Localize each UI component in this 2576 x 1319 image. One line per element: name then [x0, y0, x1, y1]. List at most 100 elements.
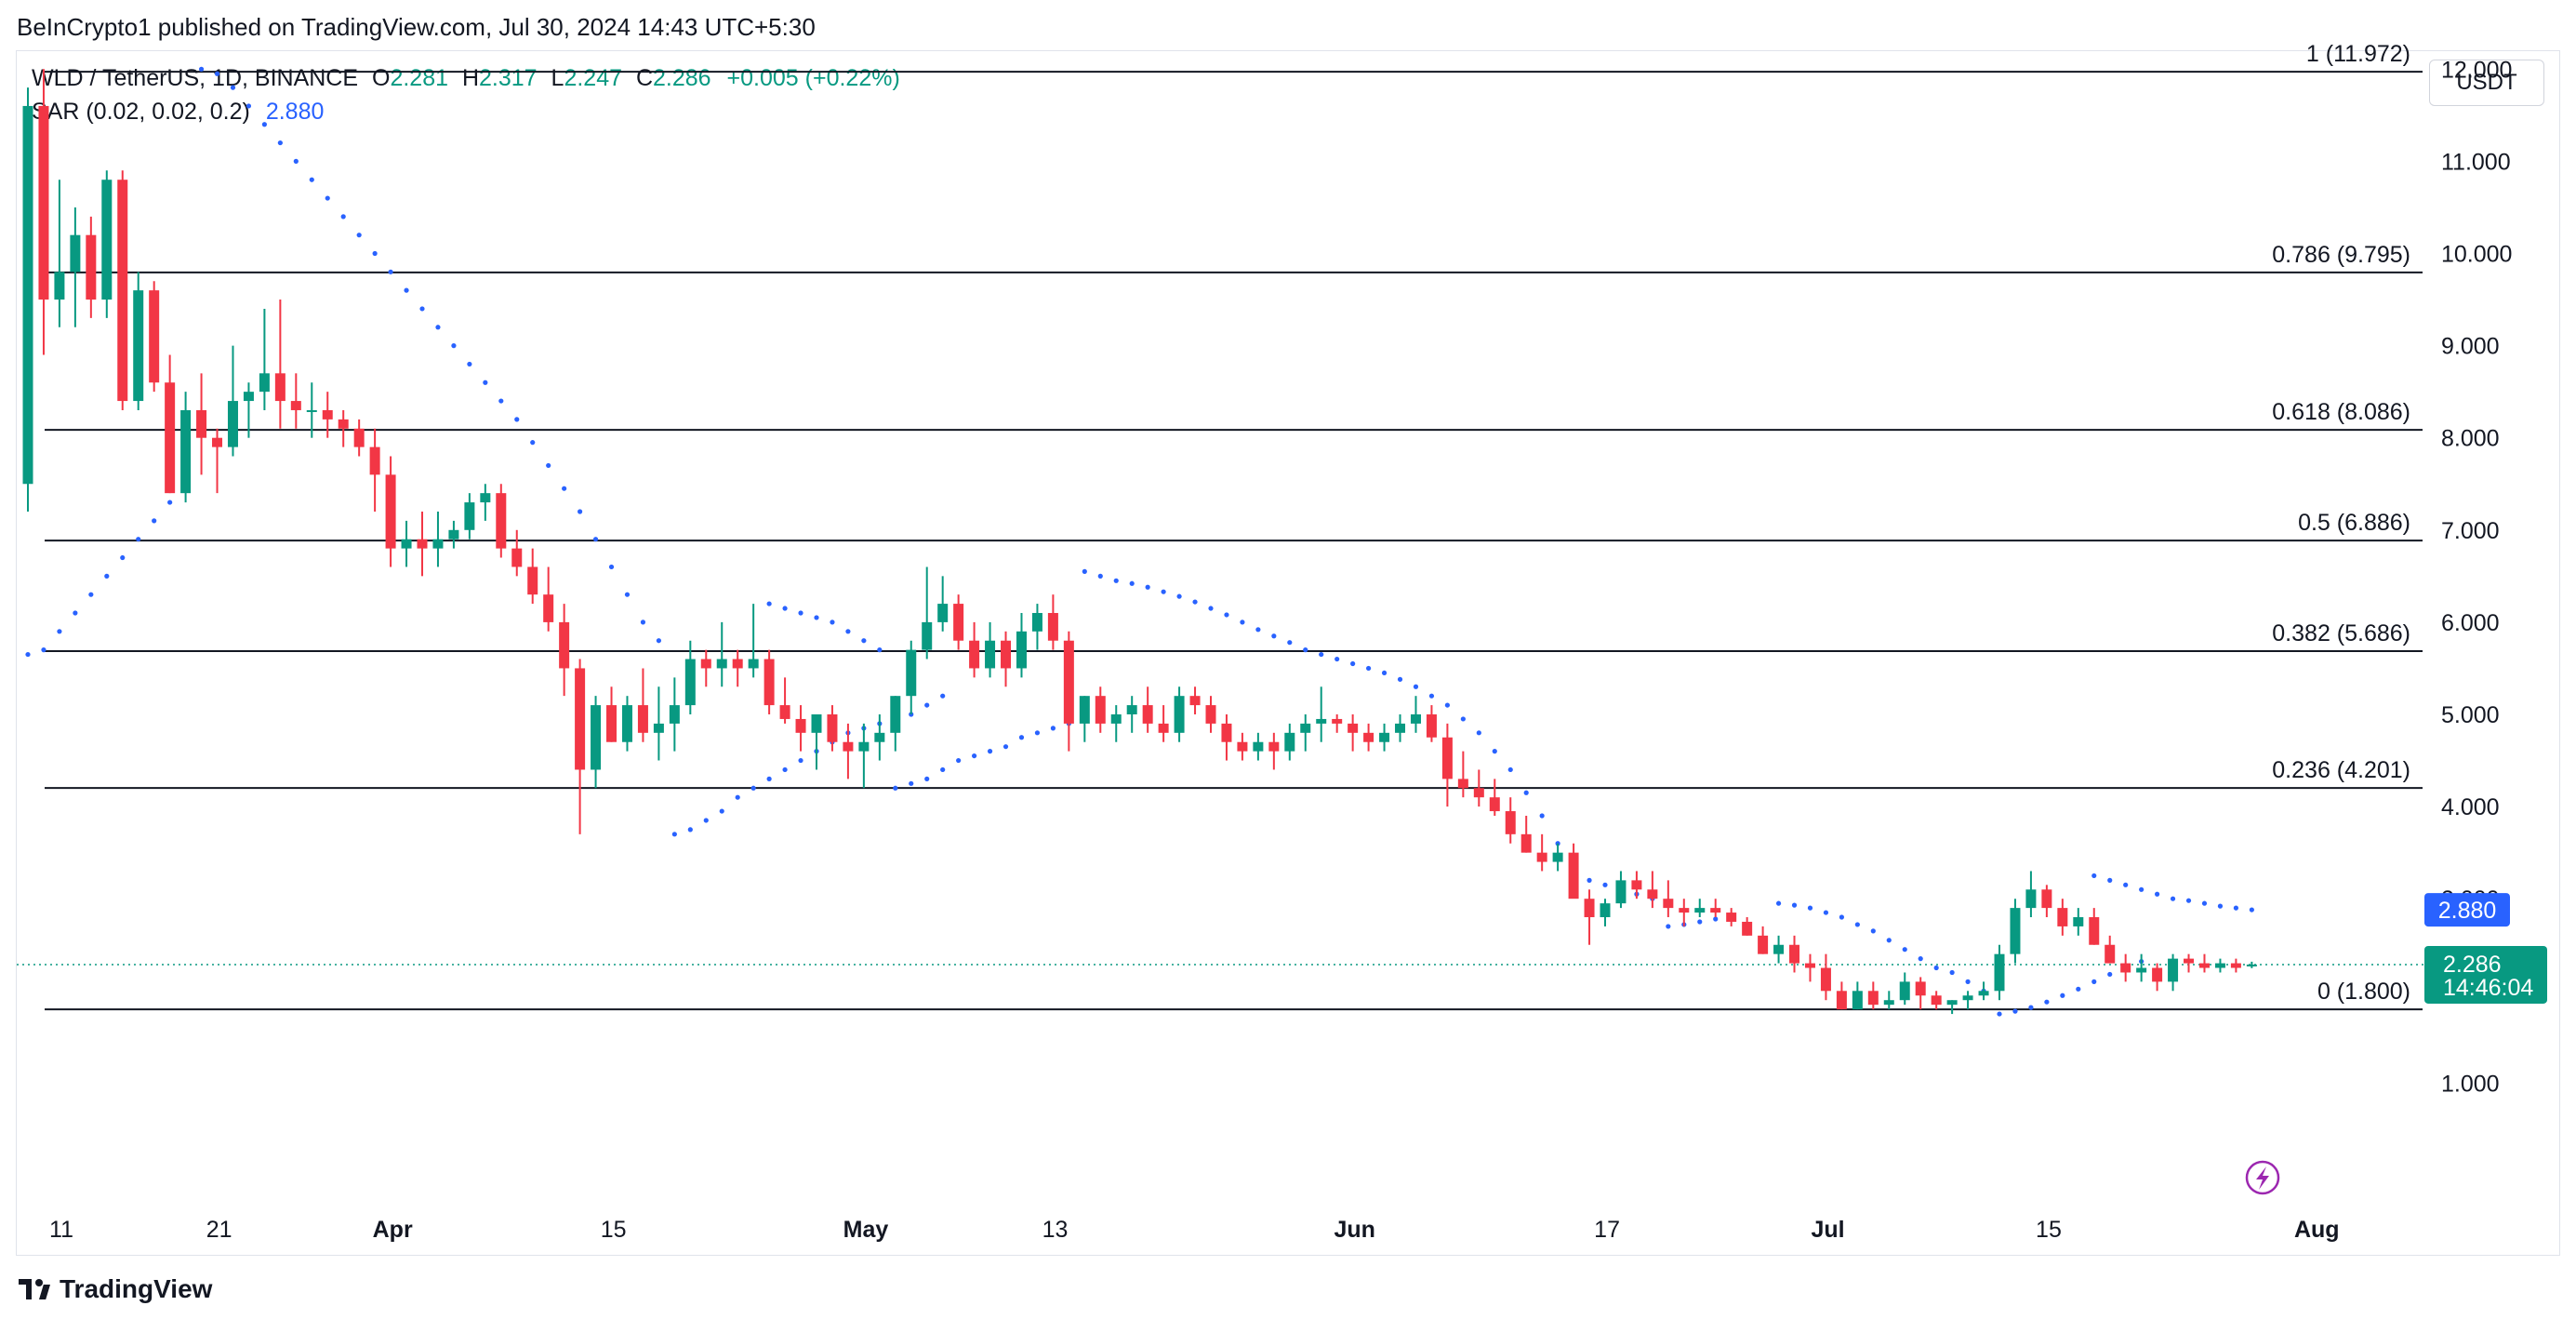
fib-level-label-5: 0.236 (4.201)	[2272, 757, 2410, 783]
sar-dot	[2201, 900, 2208, 906]
sar-dot	[1192, 599, 1198, 605]
sar-dot	[246, 103, 252, 109]
candle-body	[637, 705, 648, 733]
sar-dot	[57, 629, 62, 634]
candle-body	[149, 290, 160, 383]
candle-body	[937, 604, 949, 622]
sar-dot	[136, 537, 141, 542]
sar-dot	[1413, 684, 1419, 689]
y-tick-label-7: 9.000	[2441, 334, 2500, 360]
sar-dot	[1902, 947, 1907, 953]
sar-dot	[388, 269, 393, 274]
candle-body	[700, 659, 711, 669]
candle-body	[1441, 737, 1453, 779]
candle-body	[180, 409, 192, 494]
candle-body	[1631, 880, 1642, 890]
sar-dot	[435, 325, 441, 330]
candle-body	[953, 604, 964, 641]
high-value: 2.317	[479, 65, 538, 91]
candle-body	[653, 723, 664, 733]
candle-body	[38, 105, 49, 300]
candle-body	[969, 640, 980, 669]
currency-button[interactable]: USDT	[2429, 60, 2544, 106]
candle-body	[1031, 612, 1042, 632]
sar-dot	[2123, 882, 2129, 887]
sar-indicator-value: 2.880	[265, 99, 325, 125]
candle-body	[1253, 741, 1264, 752]
candle-body	[748, 659, 759, 669]
sar-dot	[735, 794, 740, 800]
candle-body	[1063, 640, 1074, 724]
sar-price-badge	[2424, 893, 2510, 927]
sar-dot	[1334, 656, 1340, 662]
candle-body	[227, 401, 238, 447]
sar-dot	[2076, 986, 2081, 992]
candle-body	[2073, 917, 2084, 926]
x-tick-label-0: 11	[49, 1217, 73, 1243]
sar-dot	[1602, 882, 1608, 887]
candle-body	[1694, 908, 1706, 913]
symbol-label[interactable]: WLD / TetherUS, 1D, BINANCE	[32, 65, 359, 91]
candle-body	[1600, 903, 1611, 918]
fib-level-label-3: 0.5 (6.886)	[2298, 510, 2410, 536]
x-tick-label-8: Jul	[1811, 1217, 1844, 1243]
candle-body	[353, 428, 365, 447]
candle-body	[1962, 995, 1973, 1001]
y-tick-label-2: 4.000	[2441, 794, 2500, 820]
sar-dot	[2139, 886, 2144, 892]
candle-body	[669, 705, 680, 724]
open-value: 2.281	[390, 65, 448, 91]
candle-body	[196, 409, 207, 438]
candle-body	[1284, 732, 1295, 752]
tradingview-logo[interactable]: TradingView	[19, 1274, 212, 1304]
candle-body	[1348, 723, 1359, 733]
candle-body	[1395, 723, 1406, 733]
sar-dot	[546, 462, 551, 469]
sar-dot	[2060, 993, 2065, 998]
candle-body	[985, 640, 996, 669]
sar-dot	[1350, 660, 1356, 667]
sar-dot	[1697, 919, 1703, 925]
chart-frame	[16, 50, 2560, 1256]
sar-dot	[152, 518, 157, 524]
sar-indicator-label[interactable]: SAR (0.02, 0.02, 0.2)	[32, 99, 250, 125]
sar-dot	[1839, 914, 1844, 920]
last-price-badge	[2424, 945, 2547, 1004]
candle-body	[1679, 908, 1690, 913]
sar-dot	[88, 592, 94, 597]
sar-dot	[1050, 726, 1056, 731]
sar-dot	[1476, 730, 1481, 736]
x-tick-label-6: Jun	[1334, 1217, 1374, 1243]
candle-body	[1663, 899, 1674, 909]
candle-body	[1332, 718, 1343, 724]
candle-body	[1126, 705, 1137, 714]
sar-dot	[25, 651, 31, 658]
sar-dot	[924, 702, 930, 708]
candle-body	[1899, 981, 1910, 1001]
sar-dot	[277, 140, 283, 146]
sar-dot	[2249, 907, 2254, 913]
y-tick-label-10: 12.000	[2441, 57, 2512, 83]
sar-dot	[214, 71, 220, 76]
candle-body	[890, 696, 901, 733]
candle-body	[133, 290, 144, 402]
candle-body	[369, 446, 380, 475]
candle-body	[1758, 935, 1769, 954]
sar-dot	[230, 85, 236, 90]
sar-dot	[483, 380, 488, 385]
candle-body	[1095, 696, 1106, 724]
sar-dot	[893, 785, 898, 791]
candle-body	[621, 705, 632, 742]
sar-dot	[578, 509, 583, 514]
sar-dot	[798, 610, 803, 616]
candle-body	[2120, 963, 2131, 973]
candle-body	[1174, 696, 1185, 733]
candle-body	[1994, 953, 2005, 992]
candle-body	[448, 529, 459, 540]
sar-dot	[1870, 928, 1876, 934]
candle-body	[1568, 852, 1579, 899]
sar-dot	[766, 601, 772, 606]
candle-body	[858, 741, 870, 752]
sar-dot	[467, 361, 472, 367]
